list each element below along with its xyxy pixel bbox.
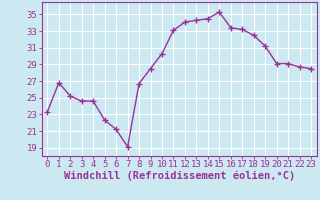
X-axis label: Windchill (Refroidissement éolien,°C): Windchill (Refroidissement éolien,°C) — [64, 171, 295, 181]
